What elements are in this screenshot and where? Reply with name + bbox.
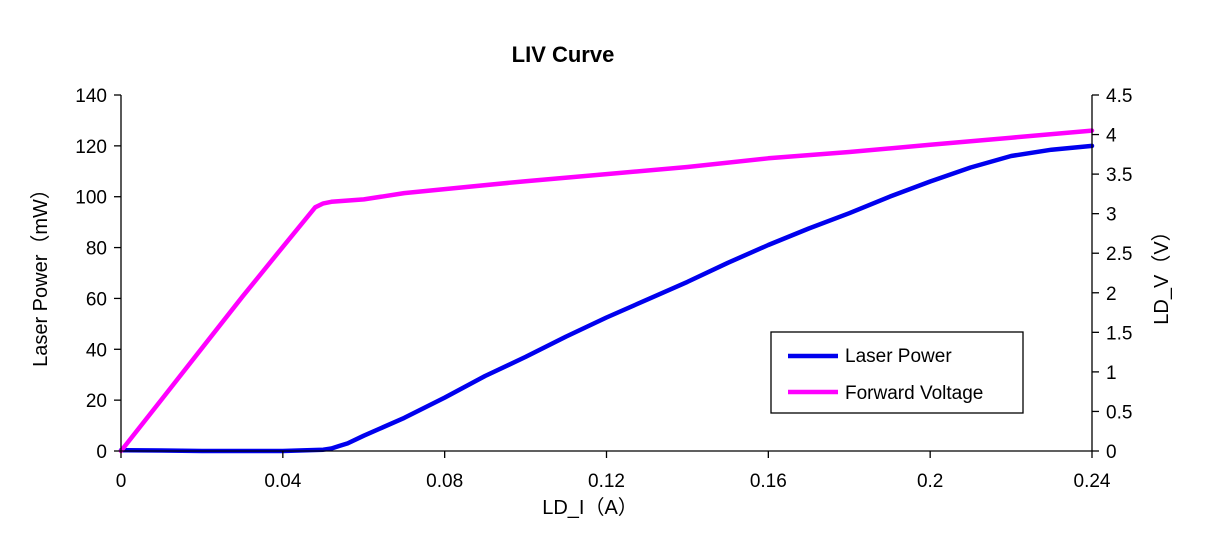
legend-box: [770, 331, 1024, 414]
y2-tick-label: 0.5: [1106, 402, 1132, 423]
y2-tick-label: 4.5: [1106, 86, 1132, 107]
legend: Laser Power Forward Voltage: [770, 331, 1024, 414]
y2-tick-label: 2.5: [1106, 244, 1132, 265]
x-tick-label: 0.2: [917, 471, 943, 492]
y2-tick-label: 2: [1106, 284, 1117, 305]
y-tick-label: 60: [86, 289, 107, 310]
y-tick-label: 40: [86, 340, 107, 361]
x-tick-label: 0.04: [264, 471, 301, 492]
x-tick-label: 0.16: [750, 471, 787, 492]
y-axis-title: Laser Power（mW）: [29, 179, 52, 367]
y2-tick-label: 3: [1106, 205, 1117, 226]
series-line-forward-voltage: [118, 128, 1095, 454]
y-tick-label: 140: [75, 86, 107, 107]
x-tick-label: 0.24: [1074, 471, 1111, 492]
x-tick-label: 0: [116, 471, 127, 492]
legend-label-laser-power: Laser Power: [845, 346, 952, 367]
y2-tick-label: 0: [1106, 442, 1117, 463]
chart-title: LIV Curve: [512, 42, 615, 67]
x-axis-title: LD_I（A）: [542, 496, 638, 519]
y2-tick-label: 1.5: [1106, 323, 1132, 344]
x-tick-label: 0.08: [426, 471, 463, 492]
y2-tick-label: 1: [1106, 363, 1117, 384]
y-tick-label: 0: [96, 442, 107, 463]
y-tick-label: 80: [86, 239, 107, 260]
y-tick-label: 20: [86, 391, 107, 412]
legend-label-forward-voltage: Forward Voltage: [845, 383, 983, 404]
y2-tick-label: 3.5: [1106, 165, 1132, 186]
y2-ticks: 0 0.5 1 1.5 2 2.5 3 3.5 4 4.5: [1092, 86, 1132, 463]
x-tick-label: 0.12: [588, 471, 625, 492]
x-ticks: 0 0.04 0.08 0.12 0.16 0.2 0.24: [116, 451, 1111, 492]
y-tick-label: 100: [75, 188, 107, 209]
y-ticks: 0 20 40 60 80 100 120 140: [75, 86, 121, 463]
y2-axis-title: LD_V（V）: [1150, 221, 1173, 324]
y-tick-label: 120: [75, 137, 107, 158]
y2-tick-label: 4: [1106, 126, 1117, 147]
